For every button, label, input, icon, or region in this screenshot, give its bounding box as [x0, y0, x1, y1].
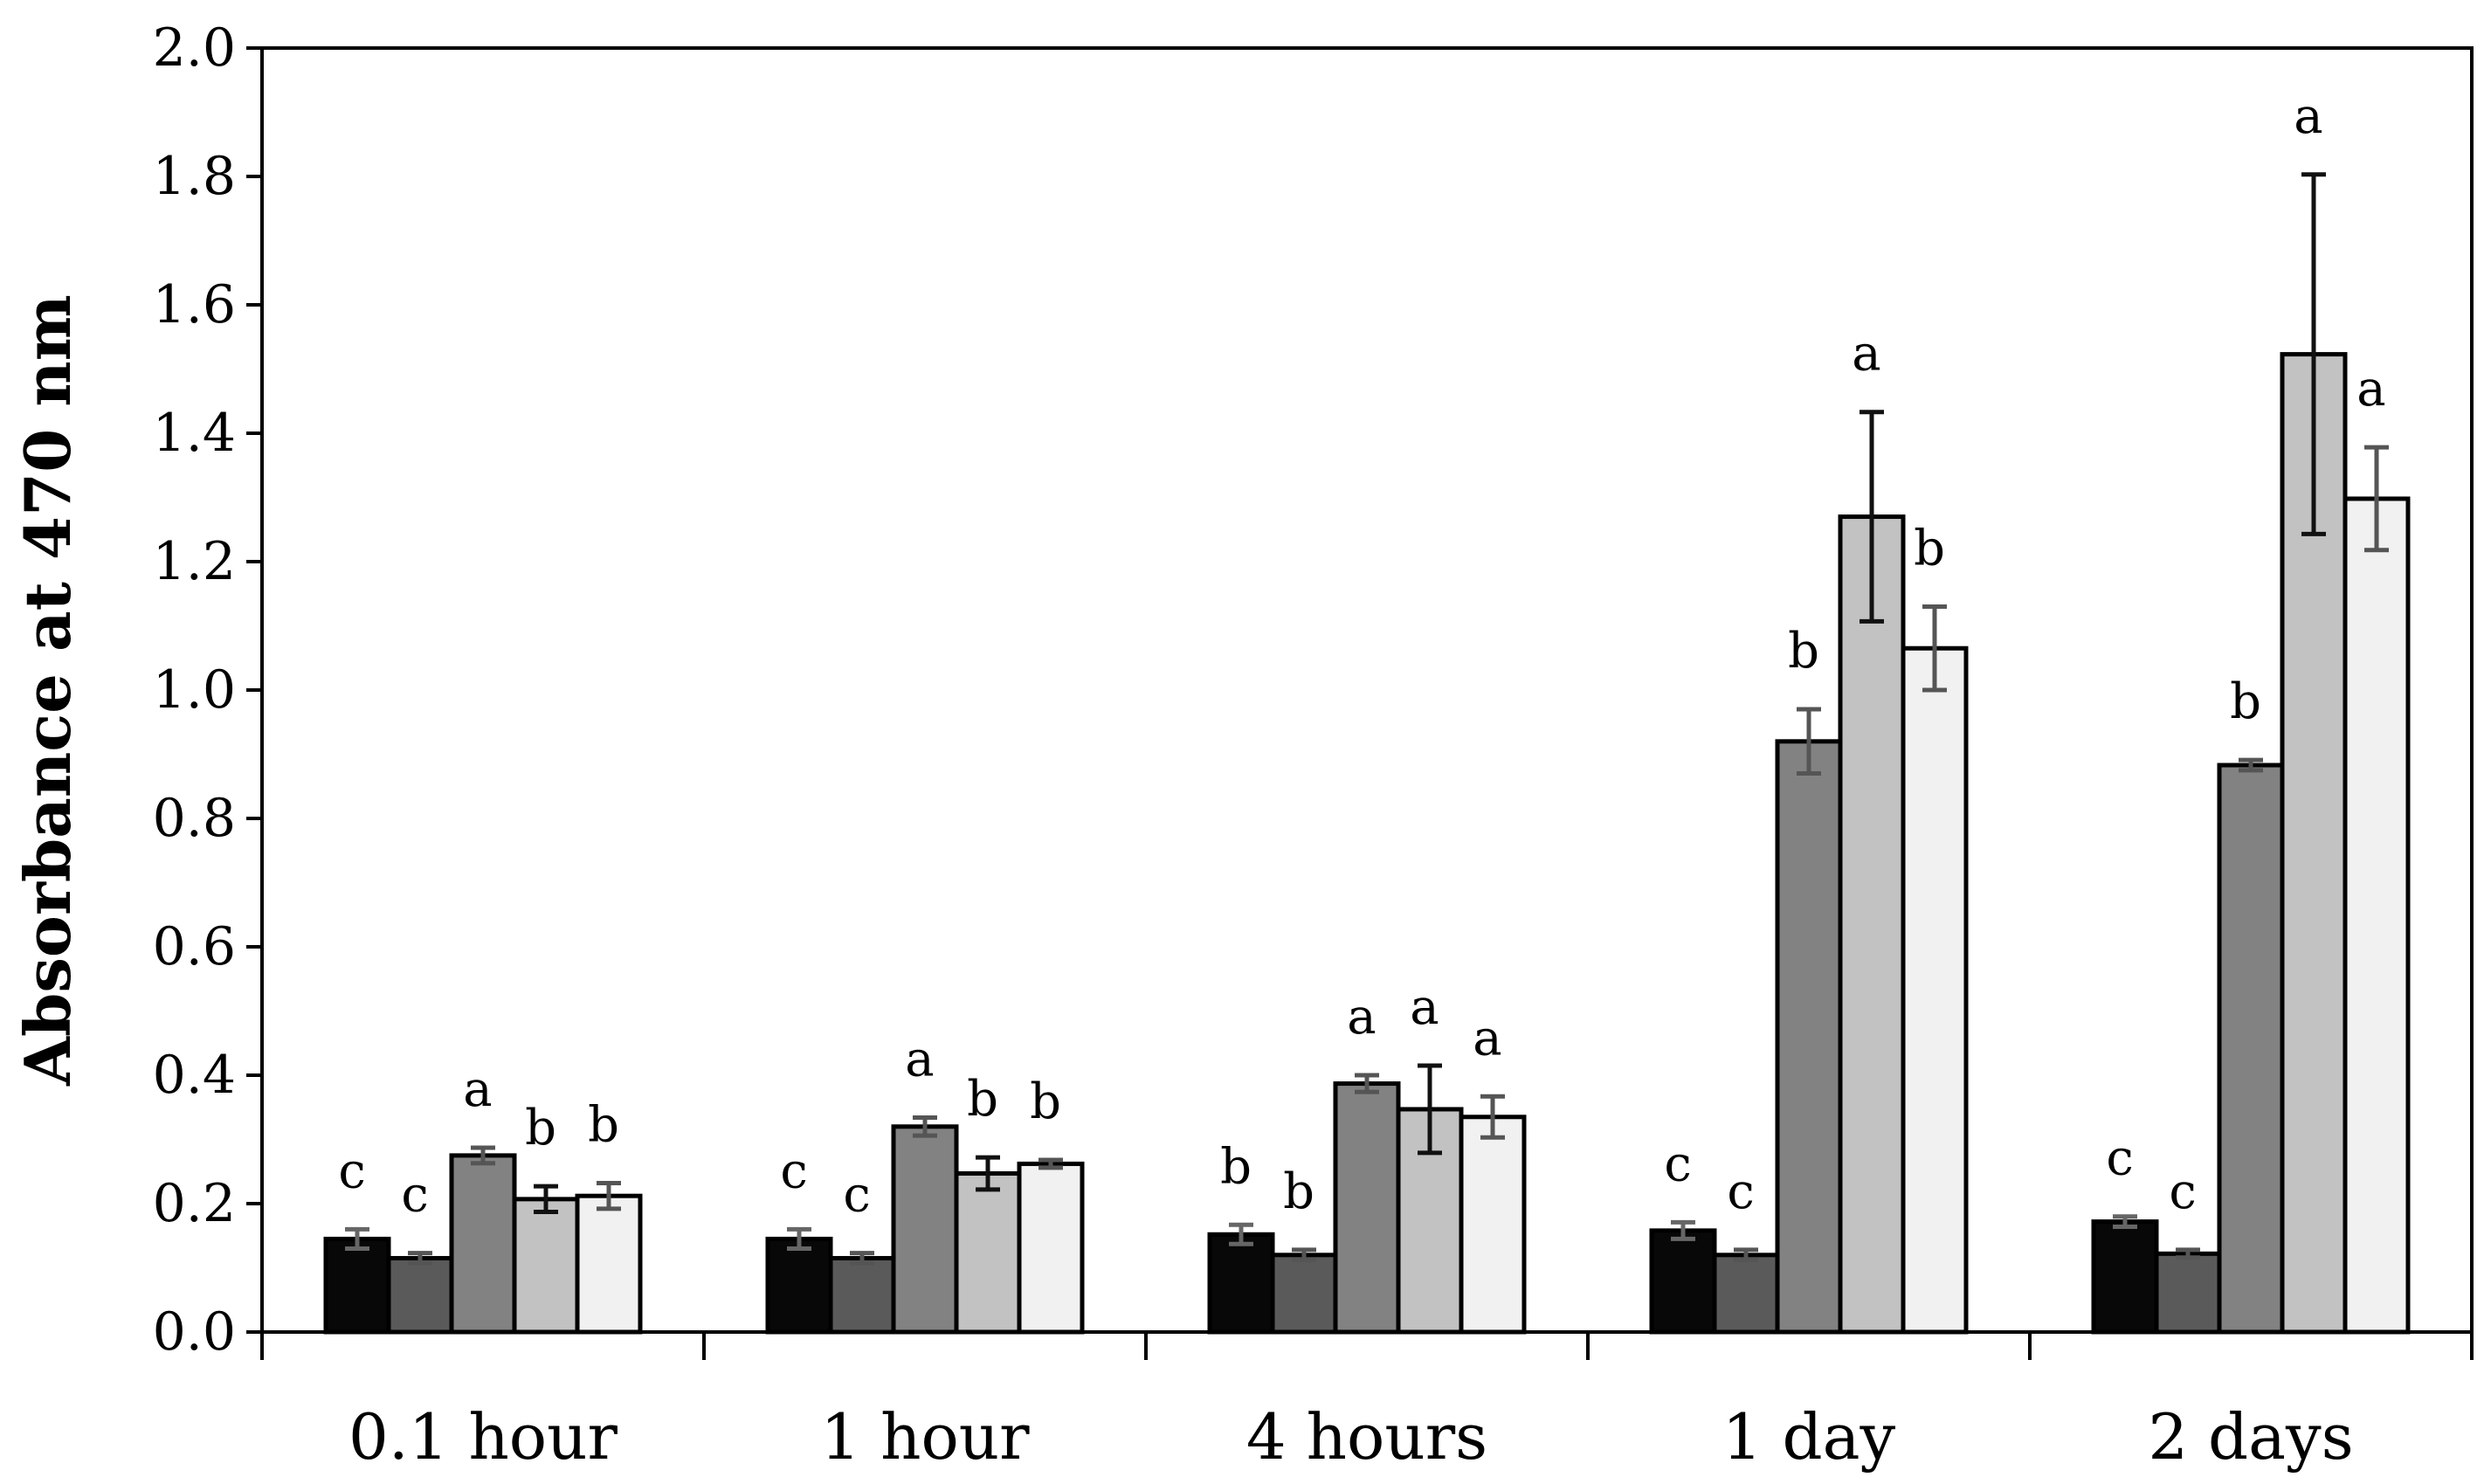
- y-tick-label: 0.8: [153, 788, 236, 849]
- y-tick-label: 1.8: [153, 146, 236, 207]
- x-category-label: 0.1 hour: [348, 1400, 618, 1474]
- significance-label: b: [1283, 1163, 1314, 1220]
- significance-label: c: [843, 1167, 870, 1224]
- significance-label: a: [905, 1032, 934, 1088]
- significance-label: b: [1030, 1073, 1061, 1130]
- bar: [2217, 763, 2285, 1335]
- bar: [1775, 739, 1843, 1335]
- significance-label: c: [780, 1142, 807, 1199]
- x-category-label: 4 hours: [1246, 1400, 1487, 1474]
- significance-label: c: [2169, 1163, 2196, 1220]
- significance-label: c: [2106, 1130, 2133, 1187]
- bar: [1838, 514, 1906, 1335]
- bar: [891, 1124, 959, 1335]
- significance-label: a: [2356, 361, 2385, 418]
- significance-label: b: [967, 1071, 998, 1128]
- bar: [1207, 1232, 1275, 1335]
- y-tick-label: 0.0: [153, 1301, 236, 1363]
- bar: [1270, 1253, 1338, 1335]
- bar: [2343, 496, 2411, 1335]
- x-category-label: 2 days: [2148, 1400, 2353, 1474]
- bar: [1649, 1228, 1717, 1335]
- y-tick-label: 0.4: [153, 1045, 236, 1106]
- significance-label: a: [1473, 1010, 1501, 1066]
- y-axis-title: Absorbance at 470 nm: [10, 294, 85, 1087]
- bar: [2154, 1251, 2222, 1335]
- bar: [323, 1236, 391, 1335]
- significance-label: a: [463, 1061, 492, 1118]
- bar: [954, 1170, 1022, 1335]
- bar: [1017, 1161, 1085, 1335]
- significance-label: b: [588, 1096, 619, 1153]
- significance-label: b: [1220, 1138, 1252, 1195]
- significance-label: a: [1410, 979, 1439, 1036]
- y-tick-label: 1.2: [153, 531, 236, 592]
- bar: [449, 1153, 517, 1335]
- bar: [828, 1255, 896, 1335]
- bar: [1901, 645, 1969, 1335]
- y-tick-label: 1.4: [153, 403, 236, 464]
- bar: [765, 1236, 833, 1335]
- y-tick-label: 1.0: [153, 659, 236, 721]
- y-tick-label: 2.0: [153, 17, 236, 79]
- significance-label: a: [1347, 989, 1376, 1046]
- significance-label: b: [1914, 520, 1945, 576]
- significance-label: c: [1727, 1163, 1754, 1220]
- significance-label: c: [1664, 1135, 1691, 1192]
- x-category-label: 1 day: [1722, 1400, 1896, 1474]
- y-tick-label: 0.2: [153, 1173, 236, 1234]
- bar: [1459, 1115, 1527, 1335]
- bar: [2091, 1219, 2159, 1335]
- significance-label: c: [338, 1142, 365, 1199]
- significance-label: b: [1788, 623, 1819, 680]
- significance-label: b: [525, 1100, 556, 1156]
- bar: [386, 1255, 454, 1335]
- bar: [1333, 1081, 1401, 1335]
- significance-label: c: [401, 1167, 428, 1224]
- y-tick-label: 0.6: [153, 916, 236, 977]
- bar: [575, 1193, 643, 1335]
- x-category-label: 1 hour: [820, 1400, 1030, 1474]
- significance-label: b: [2230, 673, 2261, 730]
- significance-label: a: [1852, 326, 1880, 383]
- bar: [1712, 1253, 1780, 1335]
- bar: [512, 1197, 580, 1335]
- y-tick-label: 1.6: [153, 274, 236, 335]
- significance-label: a: [2294, 88, 2322, 145]
